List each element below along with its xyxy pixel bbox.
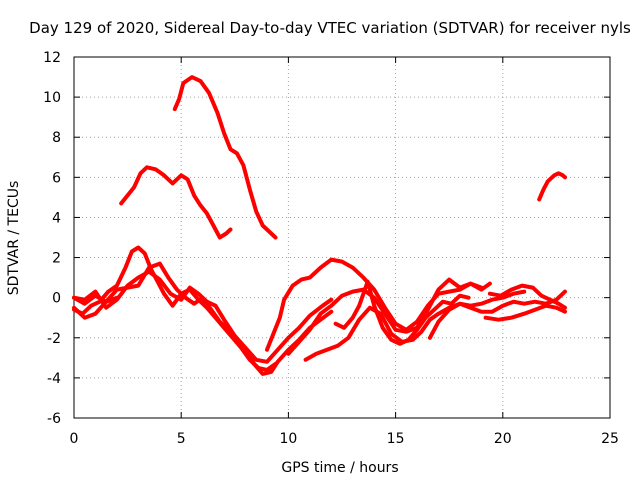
plot-frame (73, 56, 611, 419)
y-axis-label: SDTVAR / TECUs (6, 181, 22, 296)
series-arc-6 (72, 295, 119, 320)
chart-title: Day 129 of 2020, Sidereal Day-to-day VTE… (29, 19, 631, 37)
x-tick-label: 5 (177, 431, 186, 447)
grid-lines (74, 57, 610, 418)
y-tick-labels: -6 -4 -2 0 2 4 6 8 10 12 (43, 50, 61, 427)
y-tick-label: 10 (43, 90, 61, 106)
x-tick-label: 10 (279, 431, 297, 447)
series-arc-11 (427, 289, 567, 340)
y-tick-label: 0 (52, 291, 61, 307)
series-arc-9 (303, 289, 527, 362)
series-arc-8 (286, 277, 484, 356)
series-arc-13 (487, 283, 567, 310)
x-tick-label: 20 (494, 431, 512, 447)
x-tick-label: 15 (387, 431, 405, 447)
series-arc-10 (333, 279, 471, 346)
y-tick-label: 12 (43, 50, 61, 66)
y-tick-label: 6 (52, 170, 61, 186)
series-arc-14 (537, 171, 567, 202)
y-tick-label: 4 (52, 210, 61, 226)
y-tick-label: 8 (52, 130, 61, 146)
series-arc-1 (172, 75, 278, 240)
x-tick-label: 0 (70, 431, 79, 447)
axis-ticks (73, 56, 611, 419)
x-tick-labels: 0 5 10 15 20 25 (70, 431, 619, 447)
y-tick-label: 2 (52, 251, 61, 267)
y-tick-label: -6 (47, 411, 61, 427)
y-tick-label: -4 (47, 371, 61, 387)
y-tick-label: -2 (47, 331, 61, 347)
x-axis-label: GPS time / hours (281, 460, 398, 476)
series-layer (72, 75, 567, 376)
x-tick-label: 25 (601, 431, 619, 447)
series-arc-2 (119, 165, 233, 240)
series-arc-12 (483, 303, 567, 322)
series-arc-4 (72, 261, 334, 376)
